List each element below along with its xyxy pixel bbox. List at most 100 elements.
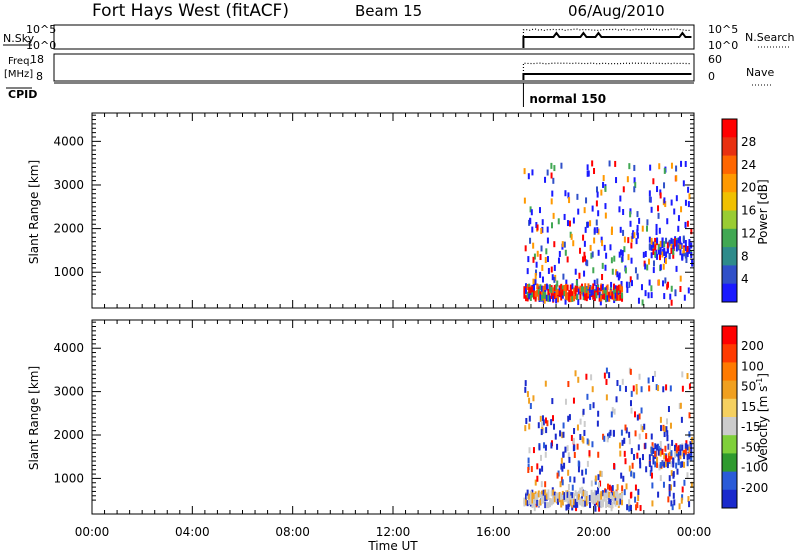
heatmap-cell [536,283,539,290]
heatmap-cell [533,500,536,507]
heatmap-cell [609,494,612,501]
heatmap-cell [571,283,574,290]
heatmap-cell [585,290,588,297]
heatmap-cell [600,471,603,478]
heatmap-cell [614,160,617,167]
y-tick-label: 2000 [53,428,84,442]
heatmap-cell [608,295,611,302]
heatmap-cell [577,460,580,467]
heatmap-cell [628,163,631,170]
heatmap-cell [523,286,526,293]
heatmap-cell [654,370,657,377]
heatmap-cell [611,485,614,492]
heatmap-cell [654,237,657,244]
heatmap-cell [537,500,540,507]
heatmap-cell [544,502,547,509]
heatmap-cell [531,169,534,176]
heatmap-cell [636,452,639,459]
heatmap-cell [534,272,537,279]
heatmap-cell [590,374,593,381]
heatmap-cell [639,505,642,512]
heatmap-cell [560,162,563,169]
heatmap-cell [541,219,544,226]
heatmap-cell [643,423,646,430]
heatmap-cell [553,496,556,503]
heatmap-cell [593,496,596,503]
date-label: 06/Aug/2010 [568,2,665,20]
heatmap-cell [558,250,561,257]
heatmap-cell [535,269,538,276]
heatmap-cell [599,299,602,306]
heatmap-cell [584,226,587,233]
power-y-label: Slant Range [km] [27,160,41,264]
heatmap-cell [666,418,669,425]
heatmap-cell [576,286,579,293]
heatmap-cell [542,285,545,292]
heatmap-cell [601,273,604,280]
heatmap-cell [648,236,651,243]
heatmap-cell [533,293,536,300]
heatmap-cell [663,457,666,464]
heatmap-cell [677,215,680,222]
heatmap-cell [655,229,658,236]
velocity-frame [91,319,695,515]
heatmap-cell [581,469,584,476]
heatmap-cell [561,285,564,292]
heatmap-cell [616,294,619,301]
heatmap-cell [544,284,547,291]
heatmap-cell [637,444,640,451]
heatmap-cell [642,251,645,258]
heatmap-cell [673,208,676,215]
heatmap-cell [546,256,549,263]
heatmap-cell [561,494,564,501]
heatmap-cell [609,498,612,505]
heatmap-cell [652,178,655,185]
heatmap-cell [562,273,565,280]
heatmap-cell [617,493,620,500]
heatmap-cell [561,292,564,299]
heatmap-cell [619,494,622,501]
colorbar-swatch [722,417,737,436]
heatmap-cell [553,165,556,172]
heatmap-cell [669,422,672,429]
heatmap-cell [605,367,608,374]
heatmap-cell [536,463,539,470]
heatmap-cell [534,279,537,286]
heatmap-cell [609,429,612,436]
heatmap-cell [656,456,659,463]
heatmap-cell [684,443,687,450]
x-tick-label: 16:00 [476,525,511,539]
heatmap-cell [658,254,661,261]
freq-label: Freq. [8,56,33,67]
heatmap-cell [605,378,608,385]
heatmap-cell [674,240,677,247]
heatmap-cell [587,290,590,297]
heatmap-cell [539,415,542,422]
heatmap-cell [544,489,547,496]
heatmap-cell [688,431,691,438]
nave-tick-top: 60 [708,53,722,66]
heatmap-cell [553,264,556,271]
heatmap-cell [583,207,586,214]
heatmap-cell [524,380,527,387]
heatmap-cell [605,489,608,496]
heatmap-cell [595,219,598,226]
heatmap-cell [672,245,675,252]
heatmap-cell [575,505,578,512]
heatmap-cell [679,444,682,451]
heatmap-cell [553,241,556,248]
heatmap-cell [526,500,529,507]
heatmap-cell [619,294,622,301]
heatmap-cell [611,501,614,508]
heatmap-cell [597,493,600,500]
heatmap-cell [633,472,636,479]
heatmap-cell [619,498,622,505]
colorbar-tick-label: 200 [741,339,764,353]
heatmap-cell [529,206,532,213]
heatmap-cell [586,393,589,400]
heatmap-cell [652,260,655,267]
heatmap-cell [591,386,594,393]
heatmap-cell [687,201,690,208]
heatmap-cell [616,271,619,278]
heatmap-cell [593,227,596,234]
